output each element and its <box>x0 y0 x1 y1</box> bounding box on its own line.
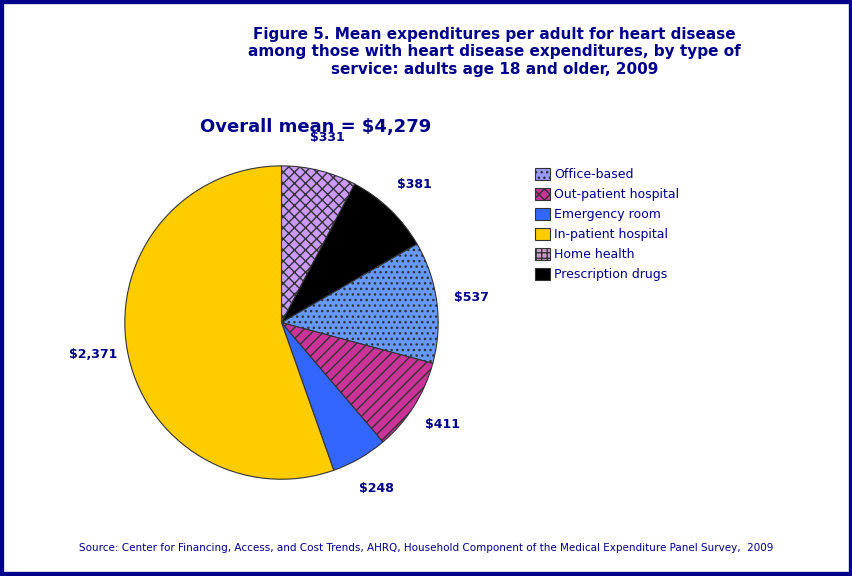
Text: $331: $331 <box>310 131 344 143</box>
Wedge shape <box>281 323 383 470</box>
Wedge shape <box>281 166 354 323</box>
Legend: Office-based, Out-patient hospital, Emergency room, In-patient hospital, Home he: Office-based, Out-patient hospital, Emer… <box>534 168 678 282</box>
Wedge shape <box>124 166 333 479</box>
Text: $381: $381 <box>396 179 431 191</box>
Text: $248: $248 <box>359 482 394 495</box>
Text: Source: Center for Financing, Access, and Cost Trends, AHRQ, Household Component: Source: Center for Financing, Access, an… <box>79 543 773 554</box>
Text: Figure 5. Mean expenditures per adult for heart disease
among those with heart d: Figure 5. Mean expenditures per adult fo… <box>248 27 740 77</box>
Text: $537: $537 <box>453 291 488 304</box>
Text: Overall mean = $4,279: Overall mean = $4,279 <box>199 118 431 136</box>
Text: $411: $411 <box>425 418 460 431</box>
Wedge shape <box>281 323 432 442</box>
Wedge shape <box>281 244 438 363</box>
Text: $2,371: $2,371 <box>69 348 118 361</box>
Text: AHRQ
Advancing
Excellence in
Health Care: AHRQ Advancing Excellence in Health Care <box>45 28 118 73</box>
Wedge shape <box>281 184 417 323</box>
